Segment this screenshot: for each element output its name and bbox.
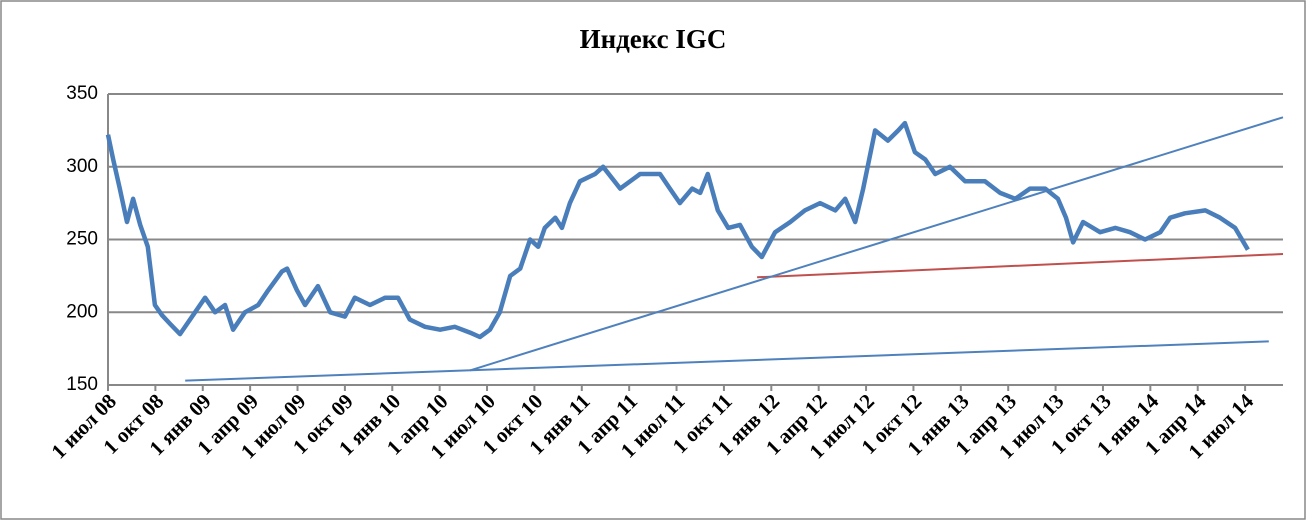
y-tick-label: 300 <box>66 156 98 177</box>
y-tick-label: 200 <box>66 301 98 322</box>
y-tick-label: 250 <box>66 229 98 250</box>
y-tick-label: 350 <box>66 83 98 104</box>
trend-line <box>469 116 1284 372</box>
trend-line <box>757 253 1284 279</box>
y-tick-label: 150 <box>66 374 98 395</box>
index-line <box>105 120 1250 340</box>
chart-title: Индекс IGC <box>580 24 727 54</box>
trend-line <box>185 340 1269 382</box>
